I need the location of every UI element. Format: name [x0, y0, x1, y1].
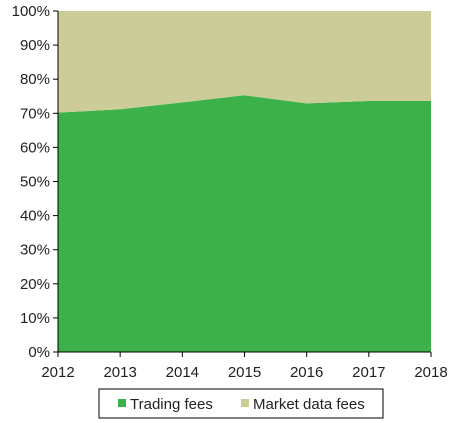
x-tick-label: 2014	[166, 364, 199, 381]
axes: 0% 10% 20% 30% 40% 50% 60% 70% 80% 90% 100% 2012 201…	[12, 3, 448, 381]
y-tick-label: 0%	[28, 344, 50, 361]
x-tick-label: 2017	[352, 364, 385, 381]
y-tick-label: 70%	[20, 105, 50, 122]
plot-area	[58, 11, 431, 352]
x-tick-label: 2016	[290, 364, 323, 381]
legend-swatch-0	[118, 399, 126, 407]
y-tick-label: 40%	[20, 208, 50, 225]
y-tick-label: 100%	[12, 3, 50, 20]
x-tick-label: 2012	[41, 364, 74, 381]
area-series-0	[58, 95, 431, 352]
x-tick-label: 2015	[228, 364, 261, 381]
y-tick-label: 90%	[20, 37, 50, 54]
y-tick-label: 60%	[20, 139, 50, 156]
y-tick-label: 30%	[20, 242, 50, 259]
y-tick-label: 10%	[20, 310, 50, 327]
area-series-1	[58, 11, 431, 113]
legend-label-0: Trading fees	[130, 396, 213, 413]
y-tick-label: 50%	[20, 174, 50, 191]
legend: Trading fees Market data fees	[98, 388, 384, 419]
legend-label-1: Market data fees	[253, 396, 365, 413]
x-tick-label: 2018	[414, 364, 447, 381]
y-tick-label: 80%	[20, 71, 50, 88]
x-tick-label: 2013	[103, 364, 136, 381]
legend-swatch-1	[241, 399, 249, 407]
y-tick-label: 20%	[20, 276, 50, 293]
